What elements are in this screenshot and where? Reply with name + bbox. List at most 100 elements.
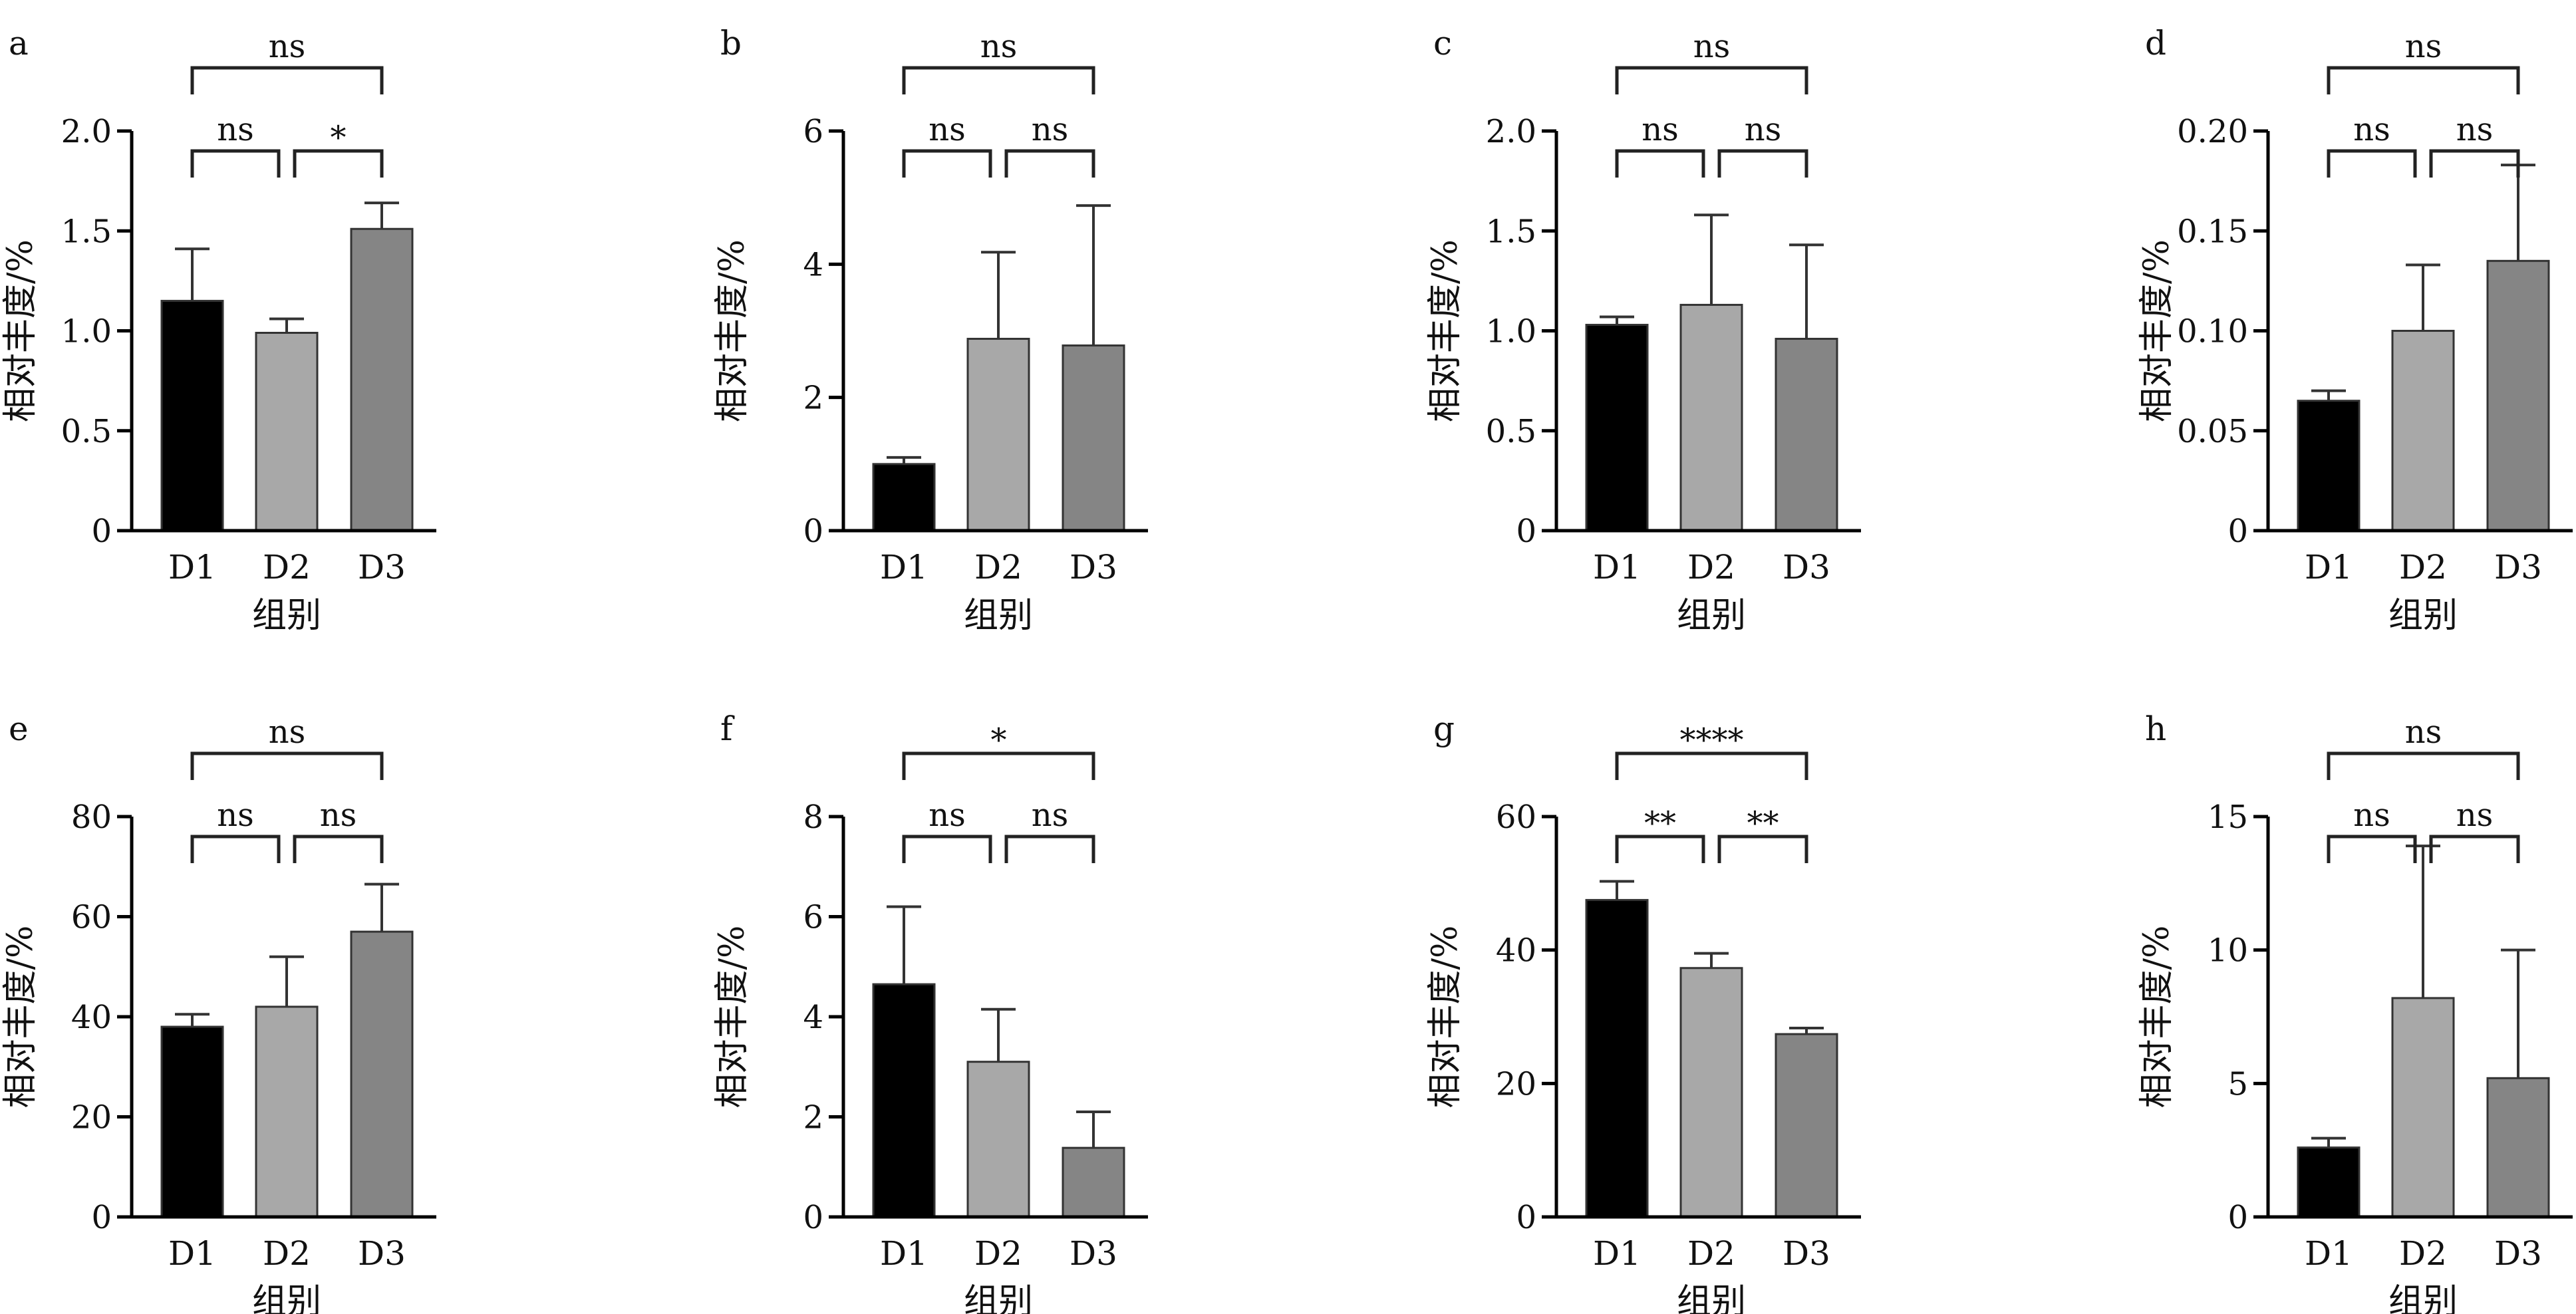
bar-D1 bbox=[160, 1025, 224, 1218]
sig-label: ns bbox=[980, 28, 1018, 65]
y-axis-title: 相对丰度/% bbox=[1, 239, 41, 422]
y-tick-label: 40 bbox=[71, 999, 112, 1036]
sig-label: ns bbox=[1032, 797, 1069, 834]
sig-bracket-D1-D3 bbox=[190, 66, 384, 94]
sig-label: ns bbox=[1745, 111, 1782, 148]
y-tick-label: 0 bbox=[2227, 513, 2248, 550]
sig-bracket-D1-D3 bbox=[902, 751, 1095, 780]
panel-f: f D1 D2 D3 0 2 4 6 8 组别 相对丰度/% ns ns * bbox=[712, 710, 1148, 1314]
sig-bracket-D2-D3 bbox=[293, 149, 384, 178]
sig-label: ns bbox=[929, 797, 966, 834]
bar-D2 bbox=[255, 1005, 319, 1218]
bar-D3 bbox=[2486, 259, 2550, 532]
panel-h: h D1 D2 D3 0 5 10 15 组别 相对丰度/% ns ns ns bbox=[2137, 710, 2573, 1314]
bar-D1 bbox=[1585, 323, 1649, 532]
sig-bracket-D2-D3 bbox=[2429, 835, 2520, 863]
sig-bracket-D1-D3 bbox=[190, 751, 384, 780]
bar-D3 bbox=[1775, 1033, 1838, 1218]
sig-label: ns bbox=[929, 111, 966, 148]
x-tick-label-D2: D2 bbox=[2399, 1234, 2447, 1273]
sig-label: ns bbox=[2405, 28, 2442, 65]
x-tick-label-D1: D1 bbox=[880, 548, 928, 587]
y-axis-title: 相对丰度/% bbox=[712, 239, 752, 422]
x-tick-label-D2: D2 bbox=[1687, 548, 1735, 587]
bar-D3 bbox=[1775, 338, 1838, 532]
x-axis-title: 组别 bbox=[964, 596, 1033, 636]
x-tick-label-D1: D1 bbox=[2305, 1234, 2353, 1273]
sig-label: ns bbox=[1693, 28, 1731, 65]
x-tick-label-D2: D2 bbox=[1687, 1234, 1735, 1273]
sig-label: ns bbox=[320, 797, 357, 834]
y-tick-label: 0 bbox=[1516, 1199, 1536, 1236]
x-tick-label-D1: D1 bbox=[2305, 548, 2353, 587]
x-tick-label-D2: D2 bbox=[2399, 548, 2447, 587]
bar-D2 bbox=[966, 1061, 1030, 1218]
y-tick-label: 4 bbox=[803, 999, 823, 1036]
bar-D2 bbox=[2391, 997, 2455, 1218]
bar-D1 bbox=[872, 463, 936, 532]
x-axis-title: 组别 bbox=[1677, 596, 1746, 636]
x-axis-title: 组别 bbox=[2388, 1282, 2458, 1314]
sig-label: ns bbox=[2353, 797, 2390, 834]
y-tick-label: 0.5 bbox=[1486, 413, 1536, 450]
x-tick-label-D2: D2 bbox=[263, 1234, 311, 1273]
bar-D1 bbox=[2297, 1146, 2361, 1218]
sig-label: ns bbox=[1032, 111, 1069, 148]
x-tick-label-D2: D2 bbox=[974, 548, 1022, 587]
x-axis-title: 组别 bbox=[252, 1282, 321, 1314]
y-tick-label: 2 bbox=[803, 1099, 823, 1136]
bar-D3 bbox=[350, 930, 414, 1218]
y-tick-label: 40 bbox=[1496, 932, 1536, 970]
sig-bracket-D1-D2 bbox=[190, 835, 281, 863]
y-tick-label: 15 bbox=[2208, 799, 2248, 836]
bar-D2 bbox=[2391, 330, 2455, 532]
x-tick-label-D1: D1 bbox=[168, 548, 216, 587]
y-tick-label: 6 bbox=[803, 899, 823, 936]
x-axis-title: 组别 bbox=[964, 1282, 1033, 1314]
y-tick-label: 60 bbox=[71, 899, 112, 936]
y-axis-title: 相对丰度/% bbox=[712, 926, 752, 1109]
sig-bracket-D2-D3 bbox=[2429, 149, 2520, 178]
y-tick-label: 1.5 bbox=[61, 213, 112, 250]
y-axis-title: 相对丰度/% bbox=[1, 926, 41, 1109]
x-tick-label-D2: D2 bbox=[263, 548, 311, 587]
sig-label: **** bbox=[1680, 722, 1744, 759]
y-tick-label: 2 bbox=[803, 380, 823, 417]
y-tick-label: 20 bbox=[71, 1099, 112, 1136]
x-tick-label-D2: D2 bbox=[974, 1234, 1022, 1273]
x-tick-label-D3: D3 bbox=[1070, 1234, 1117, 1273]
y-tick-label: 0 bbox=[2227, 1199, 2248, 1236]
panel-e: e D1 D2 D3 0 20 40 60 80 组别 相对丰度/% ns ns ns bbox=[1, 710, 436, 1314]
panel-letter: e bbox=[9, 710, 29, 748]
y-axis-title: 相对丰度/% bbox=[1425, 239, 1465, 422]
y-tick-label: 0 bbox=[803, 513, 823, 550]
y-tick-label: 2.0 bbox=[61, 113, 112, 150]
y-axis-title: 相对丰度/% bbox=[1425, 926, 1465, 1109]
bar-D1 bbox=[2297, 400, 2361, 532]
y-tick-label: 80 bbox=[71, 799, 112, 836]
x-tick-label-D3: D3 bbox=[2494, 548, 2542, 587]
sig-label: ns bbox=[2456, 797, 2494, 834]
bar-D1 bbox=[1585, 898, 1649, 1218]
y-tick-label: 1.5 bbox=[1486, 213, 1536, 250]
sig-label: ** bbox=[1747, 805, 1779, 842]
y-tick-label: 0 bbox=[803, 1199, 823, 1236]
sig-label: * bbox=[331, 119, 347, 156]
y-tick-label: 2.0 bbox=[1486, 113, 1536, 150]
sig-bracket-D1-D3 bbox=[2327, 66, 2520, 94]
x-tick-label-D3: D3 bbox=[2494, 1234, 2542, 1273]
y-tick-label: 0.20 bbox=[2177, 113, 2248, 150]
sig-label: ns bbox=[217, 111, 254, 148]
sig-bracket-D2-D3 bbox=[1004, 149, 1095, 178]
y-tick-label: 1.0 bbox=[1486, 313, 1536, 350]
y-tick-label: 10 bbox=[2208, 932, 2248, 970]
x-tick-label-D1: D1 bbox=[880, 1234, 928, 1273]
sig-label: ns bbox=[2405, 714, 2442, 751]
sig-label: ns bbox=[269, 714, 306, 751]
bar-D3 bbox=[350, 227, 414, 532]
sig-label: ns bbox=[2353, 111, 2390, 148]
bar-D2 bbox=[1679, 967, 1743, 1218]
bar-D2 bbox=[966, 338, 1030, 532]
sig-bracket-D1-D3 bbox=[1615, 66, 1808, 94]
